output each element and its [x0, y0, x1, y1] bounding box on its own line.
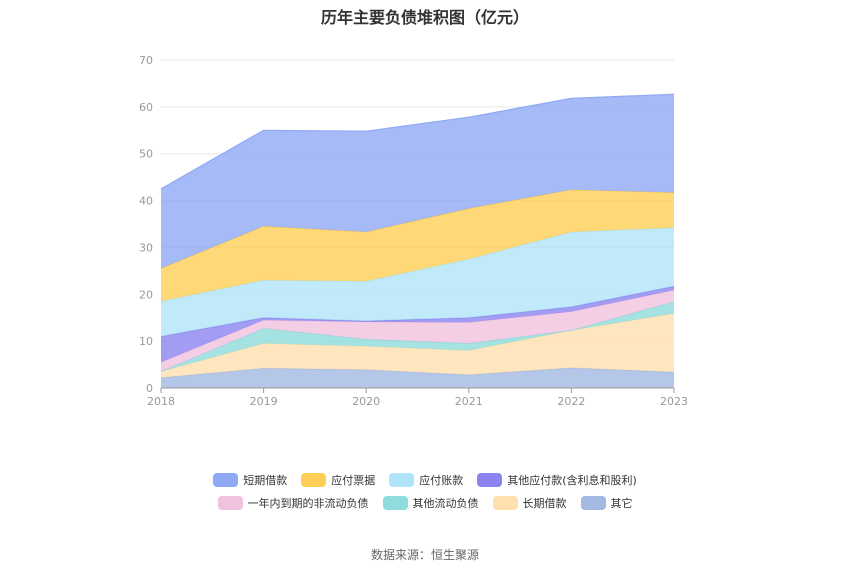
y-tick-label: 20: [139, 288, 153, 301]
legend-item[interactable]: 长期借款: [492, 495, 567, 511]
legend-label: 应付账款: [419, 474, 464, 487]
data-source: 数据来源：恒生聚源: [370, 548, 479, 562]
y-tick-label: 50: [139, 148, 153, 161]
legend: 短期借款 应付票据 应付账款 其他应付款(含利息和股利) 一年内到期的非流动负债 其他流…: [0, 472, 850, 518]
x-tick-label: 2023: [660, 395, 688, 408]
y-tick-label: 30: [139, 241, 153, 254]
area-edge-短期借款: [160, 93, 675, 190]
y-axis: 0 10 20 30 40 50 60 70: [139, 54, 153, 395]
legend-row: 短期借款 应付票据 应付账款 其他应付款(含利息和股利): [0, 472, 850, 488]
x-axis: 2018 2019 2020 2021 2022 2023: [147, 387, 688, 408]
area-应付票据: [161, 189, 674, 302]
x-tick-label: 2018: [147, 395, 175, 408]
legend-swatch: [301, 473, 327, 487]
legend-label: 其他应付款(含利息和股利): [507, 474, 637, 487]
legend-item[interactable]: 其他应付款(含利息和股利): [477, 472, 637, 488]
area-应付账款: [161, 227, 674, 337]
y-tick-label: 10: [139, 335, 153, 348]
legend-item[interactable]: 应付票据: [301, 472, 375, 488]
x-tick-label: 2020: [352, 395, 380, 408]
legend-label: 短期借款: [243, 474, 288, 487]
area-其它: [161, 367, 674, 388]
y-tick-label: 70: [139, 54, 153, 67]
legend-swatch: [217, 496, 243, 510]
legend-label: 一年内到期的非流动负债: [247, 497, 369, 510]
area-chart: 0 10 20 30 40 50 60 70 2018 2019 2020 2021 2022 2023: [139, 54, 688, 408]
legend-swatch: [580, 496, 606, 510]
legend-label: 应付票据: [331, 474, 376, 487]
area-一年内到期的非流动负债: [161, 290, 674, 372]
legend-item[interactable]: 其他流动负债: [382, 495, 479, 511]
legend-label: 其他流动负债: [412, 497, 479, 510]
legend-swatch: [492, 496, 518, 510]
x-tick-label: 2021: [455, 395, 483, 408]
chart-title: 历年主要负债堆积图（亿元）: [320, 8, 529, 27]
legend-item[interactable]: 短期借款: [213, 472, 287, 488]
legend-row: 一年内到期的非流动负债 其他流动负债 长期借款 其它: [0, 495, 850, 511]
legend-label: 其它: [610, 497, 633, 510]
legend-swatch: [213, 473, 239, 487]
legend-item[interactable]: 应付账款: [389, 472, 463, 488]
x-tick-label: 2019: [250, 395, 278, 408]
x-tick-label: 2022: [557, 395, 585, 408]
legend-swatch: [389, 473, 415, 487]
area-短期借款: [161, 94, 674, 269]
area-其他流动负债: [161, 301, 674, 372]
legend-label: 长期借款: [522, 497, 567, 510]
area-series: [160, 93, 675, 388]
legend-swatch: [477, 473, 503, 487]
y-tick-label: 0: [146, 382, 153, 395]
legend-item[interactable]: 一年内到期的非流动负债: [217, 495, 369, 511]
y-tick-label: 40: [139, 195, 153, 208]
legend-swatch: [382, 496, 408, 510]
legend-item[interactable]: 其它: [580, 495, 633, 511]
area-长期借款: [161, 313, 674, 378]
y-tick-label: 60: [139, 101, 153, 114]
